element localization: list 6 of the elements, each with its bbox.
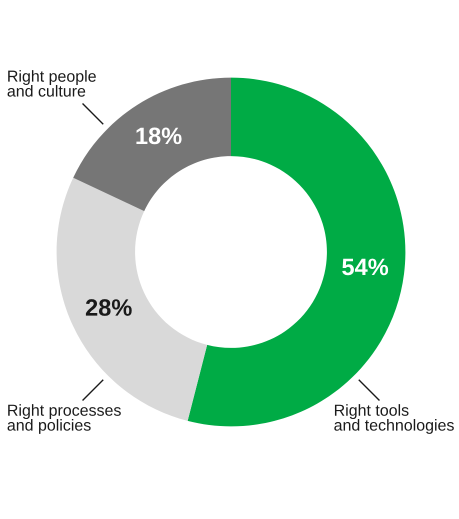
slice-label: Right people and culture <box>8 70 96 97</box>
slice-label: Right tools and technologies <box>334 404 454 434</box>
slice-label: Right processes and policies <box>8 404 121 434</box>
data-label: 28% <box>86 299 132 316</box>
data-label: 54% <box>342 258 388 276</box>
data-label: 18% <box>136 128 182 144</box>
